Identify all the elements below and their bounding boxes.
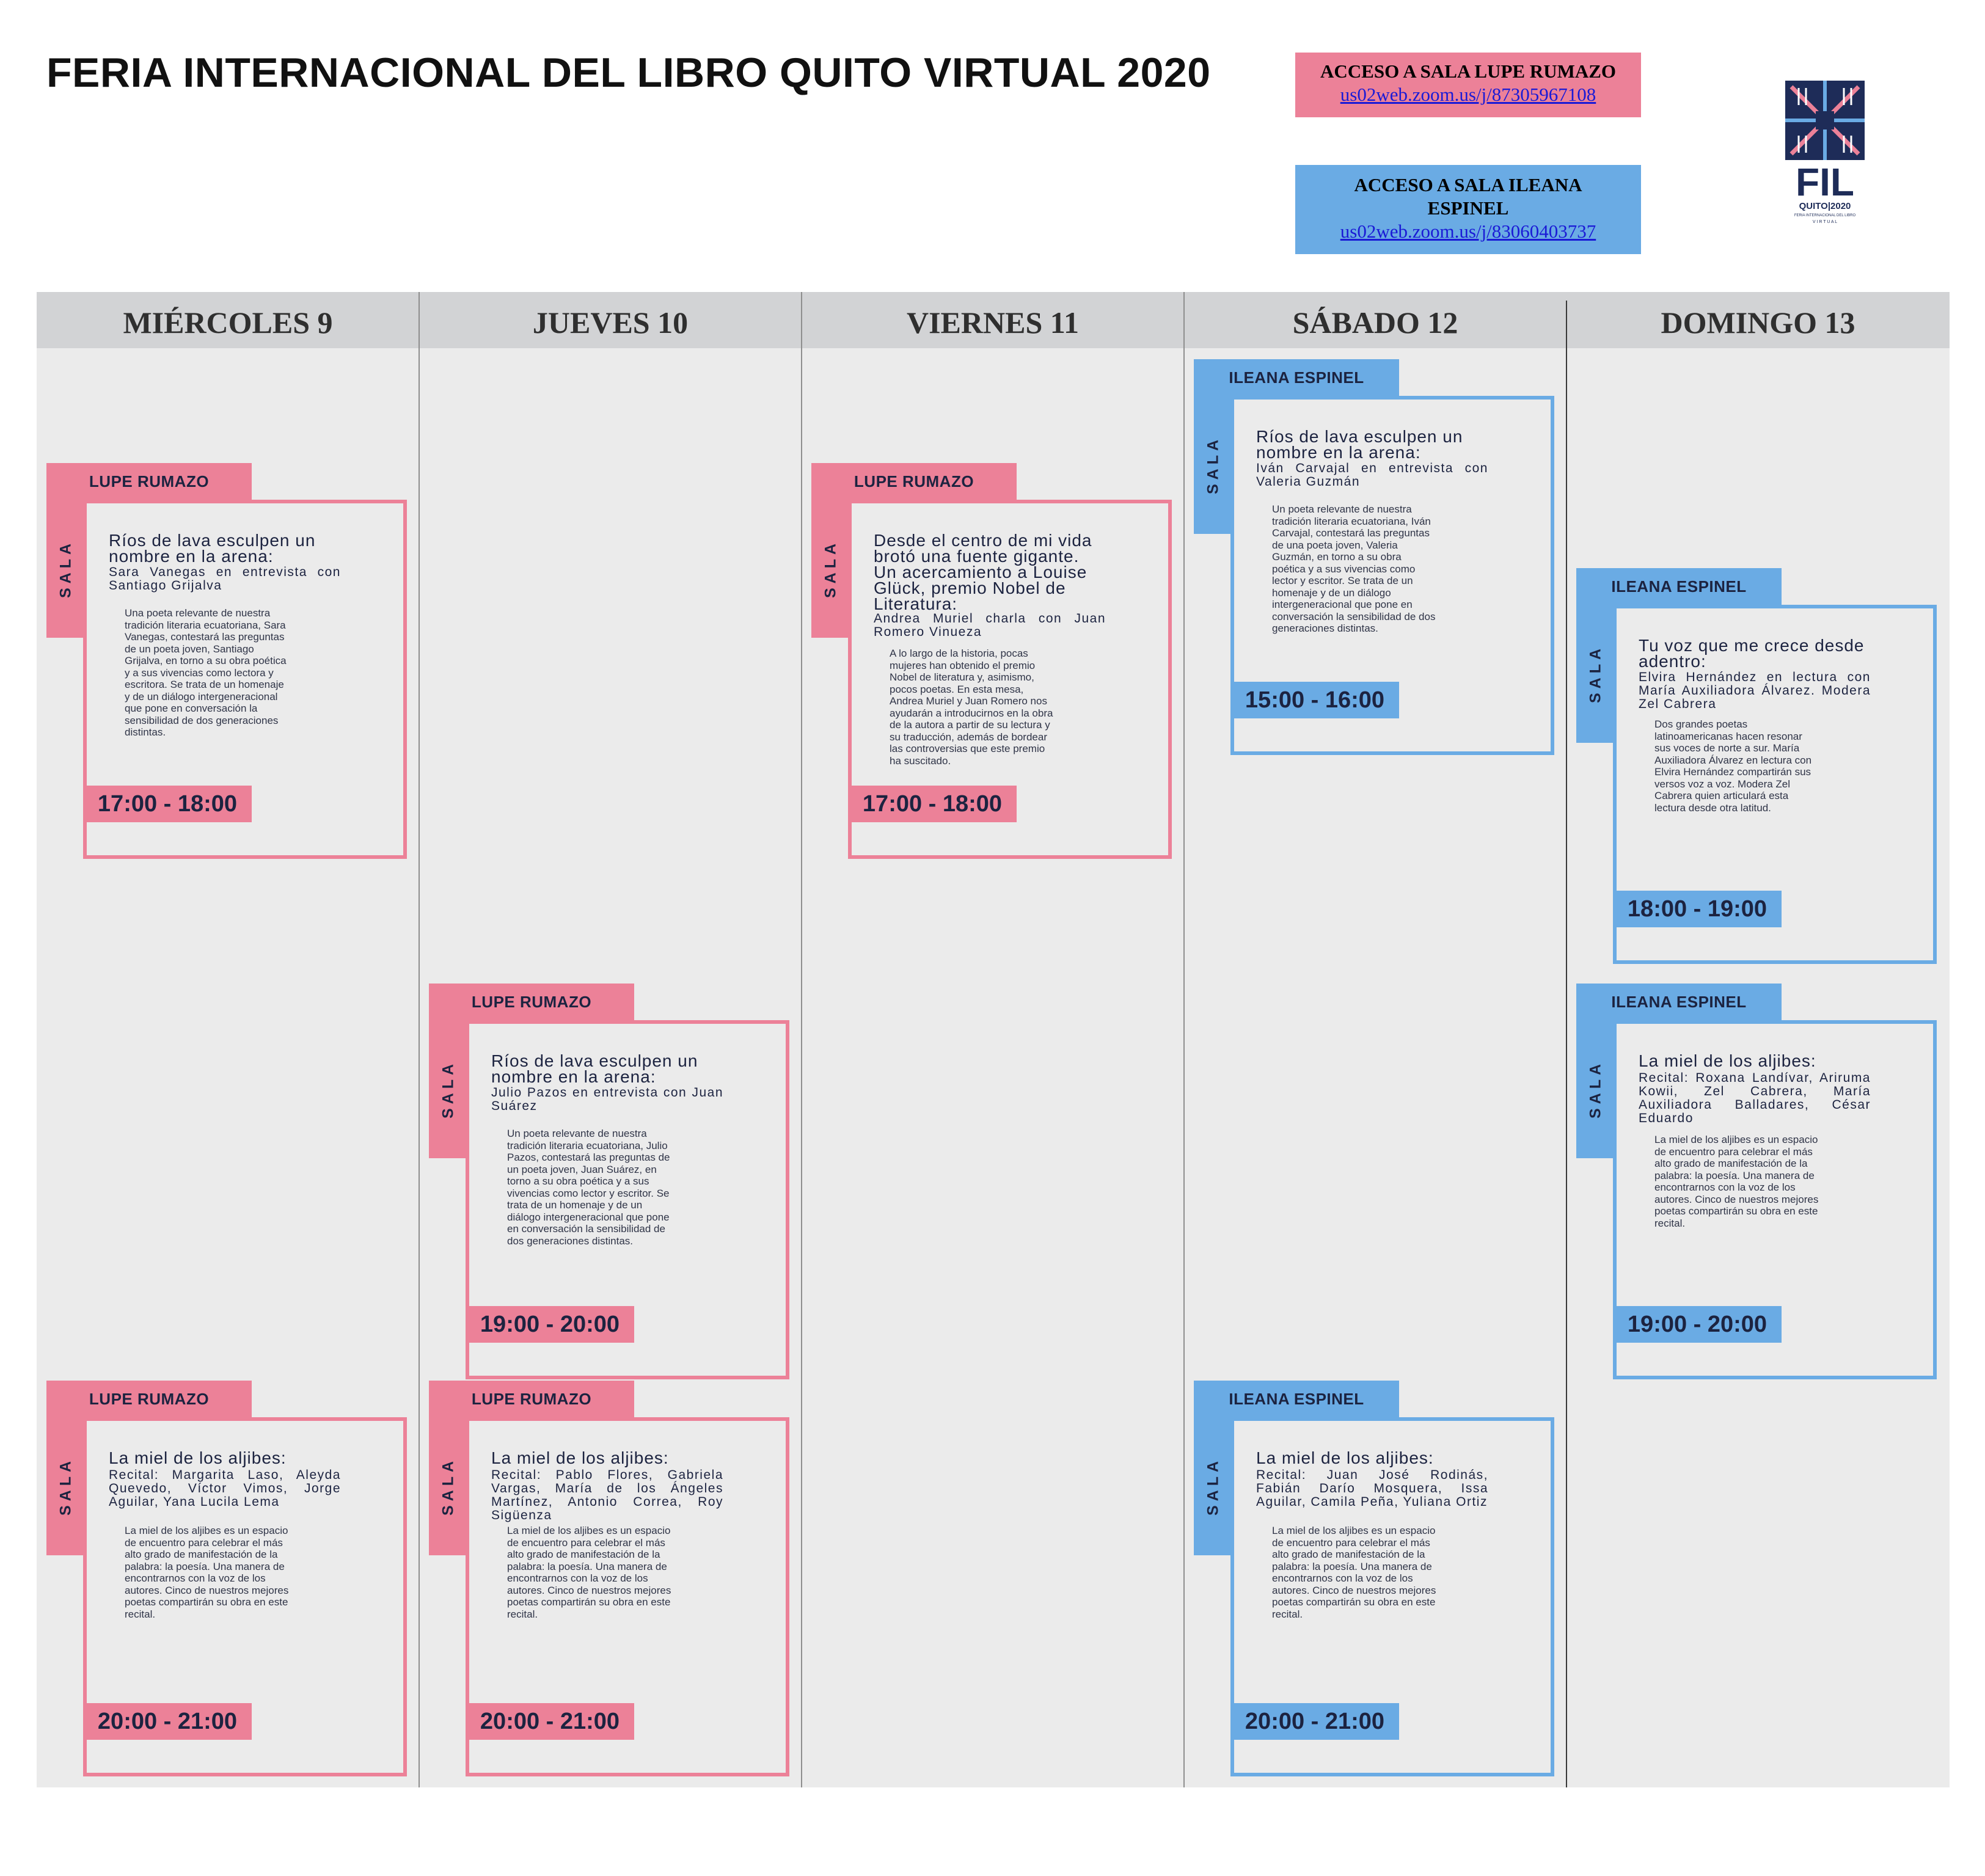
event-title: Tu voz que me crece desde adentro: (1639, 636, 1865, 671)
event-description: A lo largo de la historia, pocas mujeres… (890, 648, 1053, 767)
room-tag: LUPE RUMAZO (46, 463, 252, 500)
event-frame (1230, 396, 1554, 755)
event-participants: Recital: Margarita Laso, Aleyda Quevedo,… (109, 1468, 341, 1509)
event-frame (1230, 1417, 1554, 1776)
access-ileana-label: ACCESO A SALA ILEANA ESPINEL (1295, 165, 1641, 220)
event-participants: Julio Pazos en entrevista con Juan Suáre… (491, 1086, 723, 1113)
room-tag: ILEANA ESPINEL (1576, 984, 1782, 1020)
fil-subtitle: QUITO|2020 (1799, 201, 1851, 211)
event-frame (1613, 1020, 1937, 1379)
event-frame (1613, 605, 1937, 964)
access-ileana-label-line1: ACCESO A SALA ILEANA (1354, 174, 1582, 195)
day-header-domingo: DOMINGO 13 (1661, 305, 1855, 340)
column-divider (1566, 301, 1567, 1787)
event-participants: Recital: Juan José Rodinás, Fabián Darío… (1256, 1468, 1488, 1509)
column-divider (801, 292, 802, 1787)
event-participants: Recital: Roxana Landívar, Ariruma Kowii,… (1639, 1071, 1871, 1125)
room-tag: LUPE RUMAZO (46, 1381, 252, 1417)
sala-label: SALA (46, 1417, 86, 1555)
sala-label: SALA (429, 1020, 468, 1158)
day-header-viernes: VIERNES 11 (906, 305, 1080, 340)
event-title: Ríos de lava esculpen un nombre en la ar… (1256, 427, 1463, 462)
event-time: 20:00 - 21:00 (83, 1703, 252, 1740)
access-ileana-link[interactable]: us02web.zoom.us/j/83060403737 (1340, 221, 1596, 242)
room-tag: ILEANA ESPINEL (1194, 359, 1399, 396)
event-time: 15:00 - 16:00 (1230, 682, 1399, 718)
day-header-jueves: JUEVES 10 (532, 305, 689, 340)
event-time: 19:00 - 20:00 (1613, 1306, 1782, 1343)
room-tag: ILEANA ESPINEL (1576, 568, 1782, 605)
event-participants: Recital: Pablo Flores, Gabriela Vargas, … (491, 1468, 723, 1522)
event-participants: Elvira Hernández en lectura con María Au… (1639, 670, 1871, 711)
event-description: La miel de los aljibes es un espacio de … (1272, 1525, 1436, 1620)
event-time: 20:00 - 21:00 (466, 1703, 634, 1740)
room-tag: ILEANA ESPINEL (1194, 1381, 1399, 1417)
event-time: 17:00 - 18:00 (83, 786, 252, 822)
sala-label: SALA (1194, 396, 1233, 534)
sala-label: SALA (1194, 1417, 1233, 1555)
event-title: La miel de los aljibes: (109, 1448, 287, 1467)
day-header-bar (37, 292, 1950, 348)
event-title: Ríos de lava esculpen un nombre en la ar… (491, 1051, 698, 1086)
event-participants: Andrea Muriel charla con Juan Romero Vin… (874, 611, 1106, 639)
fil-tagline: FERIA INTERNACIONAL DEL LIBRO (1794, 214, 1856, 217)
column-divider (419, 292, 420, 1787)
event-description: La miel de los aljibes es un espacio de … (1654, 1134, 1819, 1229)
day-header-sabado: SÁBADO 12 (1292, 305, 1458, 340)
fil-logo: FIL QUITO|2020 FERIA INTERNACIONAL DEL L… (1785, 81, 1865, 225)
access-ileana-label-line2: ESPINEL (1427, 197, 1509, 219)
access-ileana-espinel: ACCESO A SALA ILEANA ESPINEL us02web.zoo… (1295, 165, 1641, 254)
event-participants: Iván Carvajal en entrevista con Valeria … (1256, 461, 1488, 489)
event-description: La miel de los aljibes es un espacio de … (507, 1525, 671, 1620)
sala-label: SALA (1576, 1020, 1615, 1158)
event-title: La miel de los aljibes: (1256, 1448, 1434, 1467)
event-time: 19:00 - 20:00 (466, 1306, 634, 1343)
sala-label: SALA (429, 1417, 468, 1555)
event-description: Un poeta relevante de nuestra tradición … (1272, 503, 1436, 634)
fil-wordmark: FIL (1796, 160, 1854, 204)
event-description: Una poeta relevante de nuestra tradición… (125, 607, 287, 738)
access-lupe-rumazo: ACCESO A SALA LUPE RUMAZO us02web.zoom.u… (1295, 53, 1641, 117)
event-frame (848, 500, 1172, 859)
access-lupe-label: ACCESO A SALA LUPE RUMAZO (1320, 60, 1617, 82)
event-frame (466, 1417, 789, 1776)
event-participants: Sara Vanegas en entrevista con Santiago … (109, 565, 341, 593)
event-time: 17:00 - 18:00 (848, 786, 1017, 822)
event-time: 18:00 - 19:00 (1613, 891, 1782, 927)
event-frame (83, 500, 407, 859)
sala-label: SALA (46, 500, 86, 638)
room-tag: LUPE RUMAZO (429, 1381, 634, 1417)
sala-label: SALA (811, 500, 850, 638)
event-title: Desde el centro de mi vida brotó una fue… (874, 531, 1092, 613)
sala-label: SALA (1576, 605, 1615, 743)
event-description: Dos grandes poetas latinoamericanas hace… (1654, 718, 1812, 814)
access-lupe-link[interactable]: us02web.zoom.us/j/87305967108 (1340, 84, 1596, 105)
day-header-miercoles: MIÉRCOLES 9 (123, 305, 333, 340)
fil-emblem-icon: FIL QUITO|2020 FERIA INTERNACIONAL DEL L… (1785, 81, 1865, 224)
column-divider (1183, 292, 1185, 1787)
schedule-area (37, 292, 1950, 1787)
room-tag: LUPE RUMAZO (811, 463, 1017, 500)
event-description: Un poeta relevante de nuestra tradición … (507, 1128, 670, 1247)
event-frame (83, 1417, 407, 1776)
event-time: 20:00 - 21:00 (1230, 1703, 1399, 1740)
room-tag: LUPE RUMAZO (429, 984, 634, 1020)
page-title: FERIA INTERNACIONAL DEL LIBRO QUITO VIRT… (46, 49, 1211, 96)
event-frame (466, 1020, 789, 1379)
fil-virtual: V I R T U A L (1813, 220, 1837, 224)
event-title: Ríos de lava esculpen un nombre en la ar… (109, 531, 316, 566)
event-title: La miel de los aljibes: (1639, 1051, 1816, 1070)
event-description: La miel de los aljibes es un espacio de … (125, 1525, 289, 1620)
event-title: La miel de los aljibes: (491, 1448, 669, 1467)
